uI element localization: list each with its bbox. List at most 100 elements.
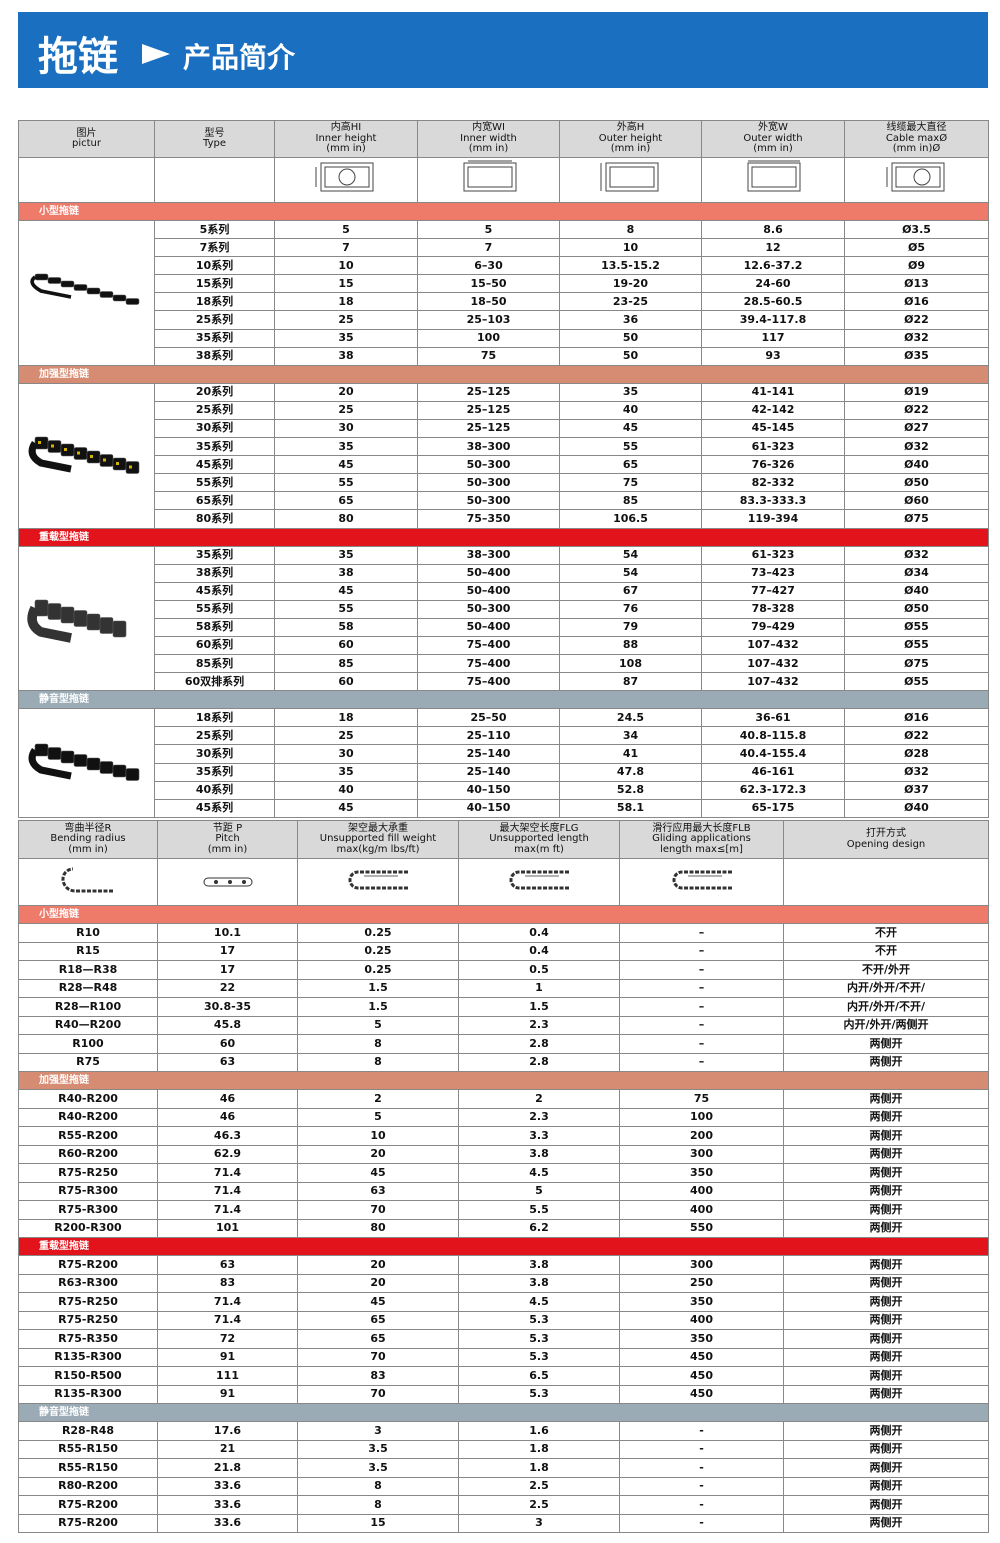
cell: 119-394 bbox=[701, 509, 845, 529]
diagram-shape bbox=[28, 441, 72, 473]
diagram-shape bbox=[29, 274, 139, 306]
diagram-shape bbox=[37, 441, 41, 445]
cell: - bbox=[619, 1513, 784, 1533]
data-row: 25系列 25 25–125 40 42-142 Ø22 bbox=[19, 400, 989, 420]
cell: 两侧开 bbox=[783, 1458, 989, 1478]
cell: Ø34 bbox=[844, 563, 989, 583]
cell: Ø55 bbox=[844, 672, 989, 692]
cell: 80 bbox=[274, 509, 418, 529]
cell: 108 bbox=[559, 654, 702, 674]
cell: Ø55 bbox=[844, 635, 989, 656]
diagram-shape bbox=[203, 877, 252, 887]
cell: Ø9 bbox=[844, 256, 989, 276]
header-text: Gliding applications bbox=[652, 833, 751, 845]
cell: R135-R300 bbox=[18, 1384, 158, 1404]
cell: Ø16 bbox=[844, 708, 989, 728]
header-text: (mm in) bbox=[610, 143, 651, 155]
diagram-shape bbox=[125, 768, 139, 782]
header-text: 图片 bbox=[76, 127, 97, 139]
section-label: 静音型拖链 bbox=[18, 690, 989, 710]
cell: R40-R200 bbox=[18, 1107, 158, 1127]
header-text: length max≤[m] bbox=[660, 843, 743, 855]
cell: 87 bbox=[559, 672, 702, 692]
header-cell: 架空最大承重 Unsupported fill weight max(kg/m lb… bbox=[297, 820, 459, 859]
section-label: 静音型拖链 bbox=[18, 1403, 989, 1422]
cell: 38 bbox=[274, 346, 418, 366]
cell: 107–432 bbox=[701, 672, 845, 692]
cell: Ø3.5 bbox=[844, 219, 989, 240]
cell: 63 bbox=[157, 1255, 298, 1275]
data-row: R75-R250 71.4 45 4.5 350 两侧开 bbox=[18, 1292, 989, 1312]
cell: 25–140 bbox=[417, 762, 560, 782]
cell: 400 bbox=[619, 1181, 784, 1201]
product-image bbox=[18, 220, 155, 366]
diagram-shape bbox=[115, 462, 119, 466]
data-row: R55-R150 21 3.5 1.8- 两侧开 bbox=[18, 1439, 989, 1459]
cell: – bbox=[619, 997, 784, 1017]
cell: 38–300 bbox=[417, 437, 560, 457]
cell: 39.4-117.8 bbox=[701, 310, 845, 330]
cell: 10 bbox=[297, 1126, 459, 1146]
product-image bbox=[18, 382, 155, 529]
cell: 30.8-35 bbox=[157, 997, 298, 1017]
diagram-shape bbox=[34, 744, 48, 757]
data-row: 15系列 15 15–50 19-20 24-60 Ø13 bbox=[19, 274, 989, 294]
header-text: 滑行应用最大长度FLB bbox=[652, 822, 751, 834]
cell: Ø35 bbox=[844, 346, 989, 366]
diagram-shape bbox=[73, 754, 87, 768]
section-row: 小型拖链 bbox=[18, 905, 989, 924]
section-label: 加强型拖链 bbox=[18, 1071, 989, 1090]
diagram-shape bbox=[747, 160, 801, 192]
diagram-cell bbox=[297, 858, 459, 906]
cell: 1.6 bbox=[458, 1421, 620, 1441]
cell: 75–400 bbox=[417, 654, 560, 674]
cell: 18 bbox=[274, 292, 418, 312]
cell: R75-R200 bbox=[18, 1495, 158, 1515]
header-text: Outer width bbox=[743, 132, 803, 144]
cell: 75 bbox=[559, 473, 702, 493]
data-row: R18—R38 17 0.25 0.5– 不开/外开 bbox=[18, 960, 989, 980]
cell: 200 bbox=[619, 1126, 784, 1146]
cell: 71.4 bbox=[157, 1200, 298, 1220]
diagram-shape bbox=[509, 870, 569, 890]
cell: 1.8 bbox=[458, 1439, 620, 1459]
cell: 3.3 bbox=[458, 1126, 620, 1146]
cell: 两侧开 bbox=[783, 1126, 989, 1146]
data-row: 55系列 55 50–300 75 82-332 Ø50 bbox=[19, 473, 989, 493]
diagram-shape bbox=[60, 281, 74, 288]
cell: R55-R150 bbox=[18, 1439, 158, 1459]
cell: Ø50 bbox=[844, 473, 989, 493]
diagram-shape bbox=[61, 867, 113, 893]
cell: 20 bbox=[274, 382, 418, 402]
cell: - bbox=[619, 1476, 784, 1496]
diagram-shape bbox=[203, 877, 252, 887]
cell: 75–350 bbox=[417, 509, 560, 529]
diagram-shape bbox=[886, 162, 944, 192]
cell: 250 bbox=[619, 1273, 784, 1293]
cell: 21.8 bbox=[157, 1458, 298, 1478]
diagram-shape bbox=[609, 166, 654, 188]
cell: 不开/外开 bbox=[783, 960, 989, 980]
section-row: 静音型拖链 bbox=[18, 1403, 989, 1422]
diagram-shape bbox=[102, 458, 106, 462]
data-row: R15 17 0.25 0.4– 不开 bbox=[18, 941, 989, 961]
diagram-cell bbox=[559, 157, 702, 203]
section-row: 重载型拖链 bbox=[18, 527, 989, 547]
cell: 100 bbox=[619, 1107, 784, 1127]
section-label: 加强型拖链 bbox=[18, 364, 989, 384]
cell: 18系列 bbox=[154, 292, 275, 312]
cell: R63-R300 bbox=[18, 1273, 158, 1293]
header-text: 弯曲半径R bbox=[64, 822, 112, 834]
data-row: R40—R200 45.8 5 2.3– 内开/外开/两侧开 bbox=[18, 1015, 989, 1035]
data-row: 7系列 7 7 10 12 Ø5 bbox=[19, 238, 989, 258]
diagram-shape bbox=[348, 870, 408, 890]
cell: 71.4 bbox=[157, 1292, 298, 1312]
cell: 24-60 bbox=[701, 274, 845, 294]
cell: 15 bbox=[297, 1513, 459, 1533]
cell: 55 bbox=[559, 437, 702, 457]
cell: 两侧开 bbox=[783, 1273, 989, 1293]
data-row: R75-R200 33.6 8 2.5- 两侧开 bbox=[18, 1495, 989, 1515]
cell: 两侧开 bbox=[783, 1476, 989, 1496]
performance-table: 弯曲半径R Bending radius (mm in) 节距 P Pitch (mm i… bbox=[18, 820, 989, 1533]
section-row: 静音型拖链 bbox=[18, 690, 989, 710]
